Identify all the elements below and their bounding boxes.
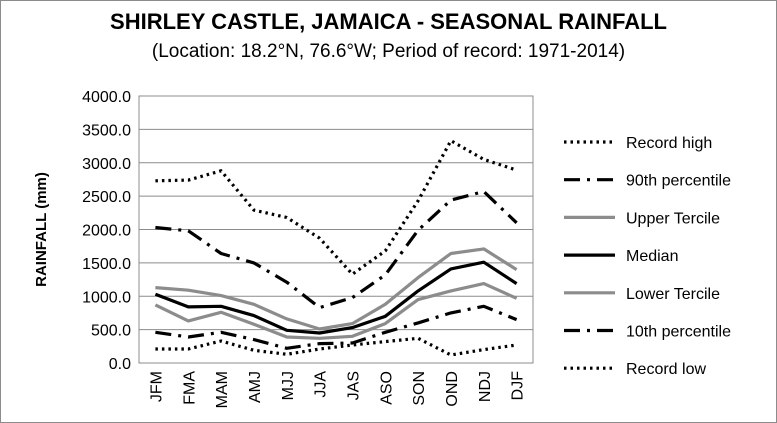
y-tick-label: 3000.0 bbox=[82, 156, 131, 173]
y-tick-label: 3500.0 bbox=[82, 122, 131, 139]
x-tick-label: AMJ bbox=[247, 371, 264, 403]
x-tick-label: NDJ bbox=[477, 371, 494, 402]
legend-label: Median bbox=[626, 248, 678, 265]
series-line bbox=[155, 189, 518, 310]
y-tick-label: 0.0 bbox=[109, 356, 131, 373]
x-tick-label: JFM bbox=[148, 371, 165, 402]
legend-label: Lower Tercile bbox=[626, 286, 720, 303]
y-tick-label: 2000.0 bbox=[82, 223, 131, 240]
y-axis-label: RAINFALL (mm) bbox=[33, 172, 50, 287]
series-line bbox=[155, 139, 518, 276]
series-lines bbox=[154, 139, 518, 357]
legend: Record high 90th percentile Upper Tercile M… bbox=[564, 135, 731, 378]
y-tick-label: 1500.0 bbox=[82, 256, 131, 273]
series-line bbox=[155, 304, 518, 350]
gridlines bbox=[139, 95, 533, 364]
x-tick-label: DJF bbox=[510, 371, 527, 401]
y-tick-label: 500.0 bbox=[91, 323, 131, 340]
x-tick-label: ASO bbox=[378, 371, 395, 405]
x-tick-label: JJA bbox=[313, 371, 330, 398]
y-axis-tick-labels: 0.0 500.0 1000.0 1500.0 2000.0 2500.0 3000.0 35… bbox=[82, 89, 131, 373]
legend-label: Record high bbox=[626, 135, 712, 152]
legend-label: 10th percentile bbox=[626, 324, 731, 341]
x-axis-tick-labels: JFM FMA MAM AMJ MJJ JJA JAS ASO SON OND NDJ DJF bbox=[148, 371, 526, 409]
legend-label: Upper Tercile bbox=[626, 210, 720, 227]
x-tick-label: FMA bbox=[181, 371, 198, 405]
y-tick-label: 4000.0 bbox=[82, 89, 131, 106]
legend-label: 90th percentile bbox=[626, 173, 731, 190]
series-line bbox=[155, 336, 517, 357]
series-line bbox=[154, 260, 518, 335]
plot-area-border bbox=[138, 95, 534, 364]
series-line bbox=[155, 247, 518, 331]
x-tick-label: OND bbox=[444, 371, 461, 407]
x-tick-label: SON bbox=[411, 371, 428, 406]
chart-subtitle: (Location: 18.2°N, 76.6°W; Period of rec… bbox=[151, 41, 626, 62]
y-tick-label: 2500.0 bbox=[82, 189, 131, 206]
series-line bbox=[154, 282, 518, 340]
x-tick-label: MJJ bbox=[280, 371, 297, 400]
chart-title: SHIRLEY CASTLE, JAMAICA - SEASONAL RAINF… bbox=[110, 9, 667, 34]
y-tick-label: 1000.0 bbox=[82, 289, 131, 306]
x-tick-label: JAS bbox=[345, 371, 362, 400]
legend-label: Record low bbox=[626, 361, 706, 378]
x-tick-label: MAM bbox=[214, 371, 231, 408]
